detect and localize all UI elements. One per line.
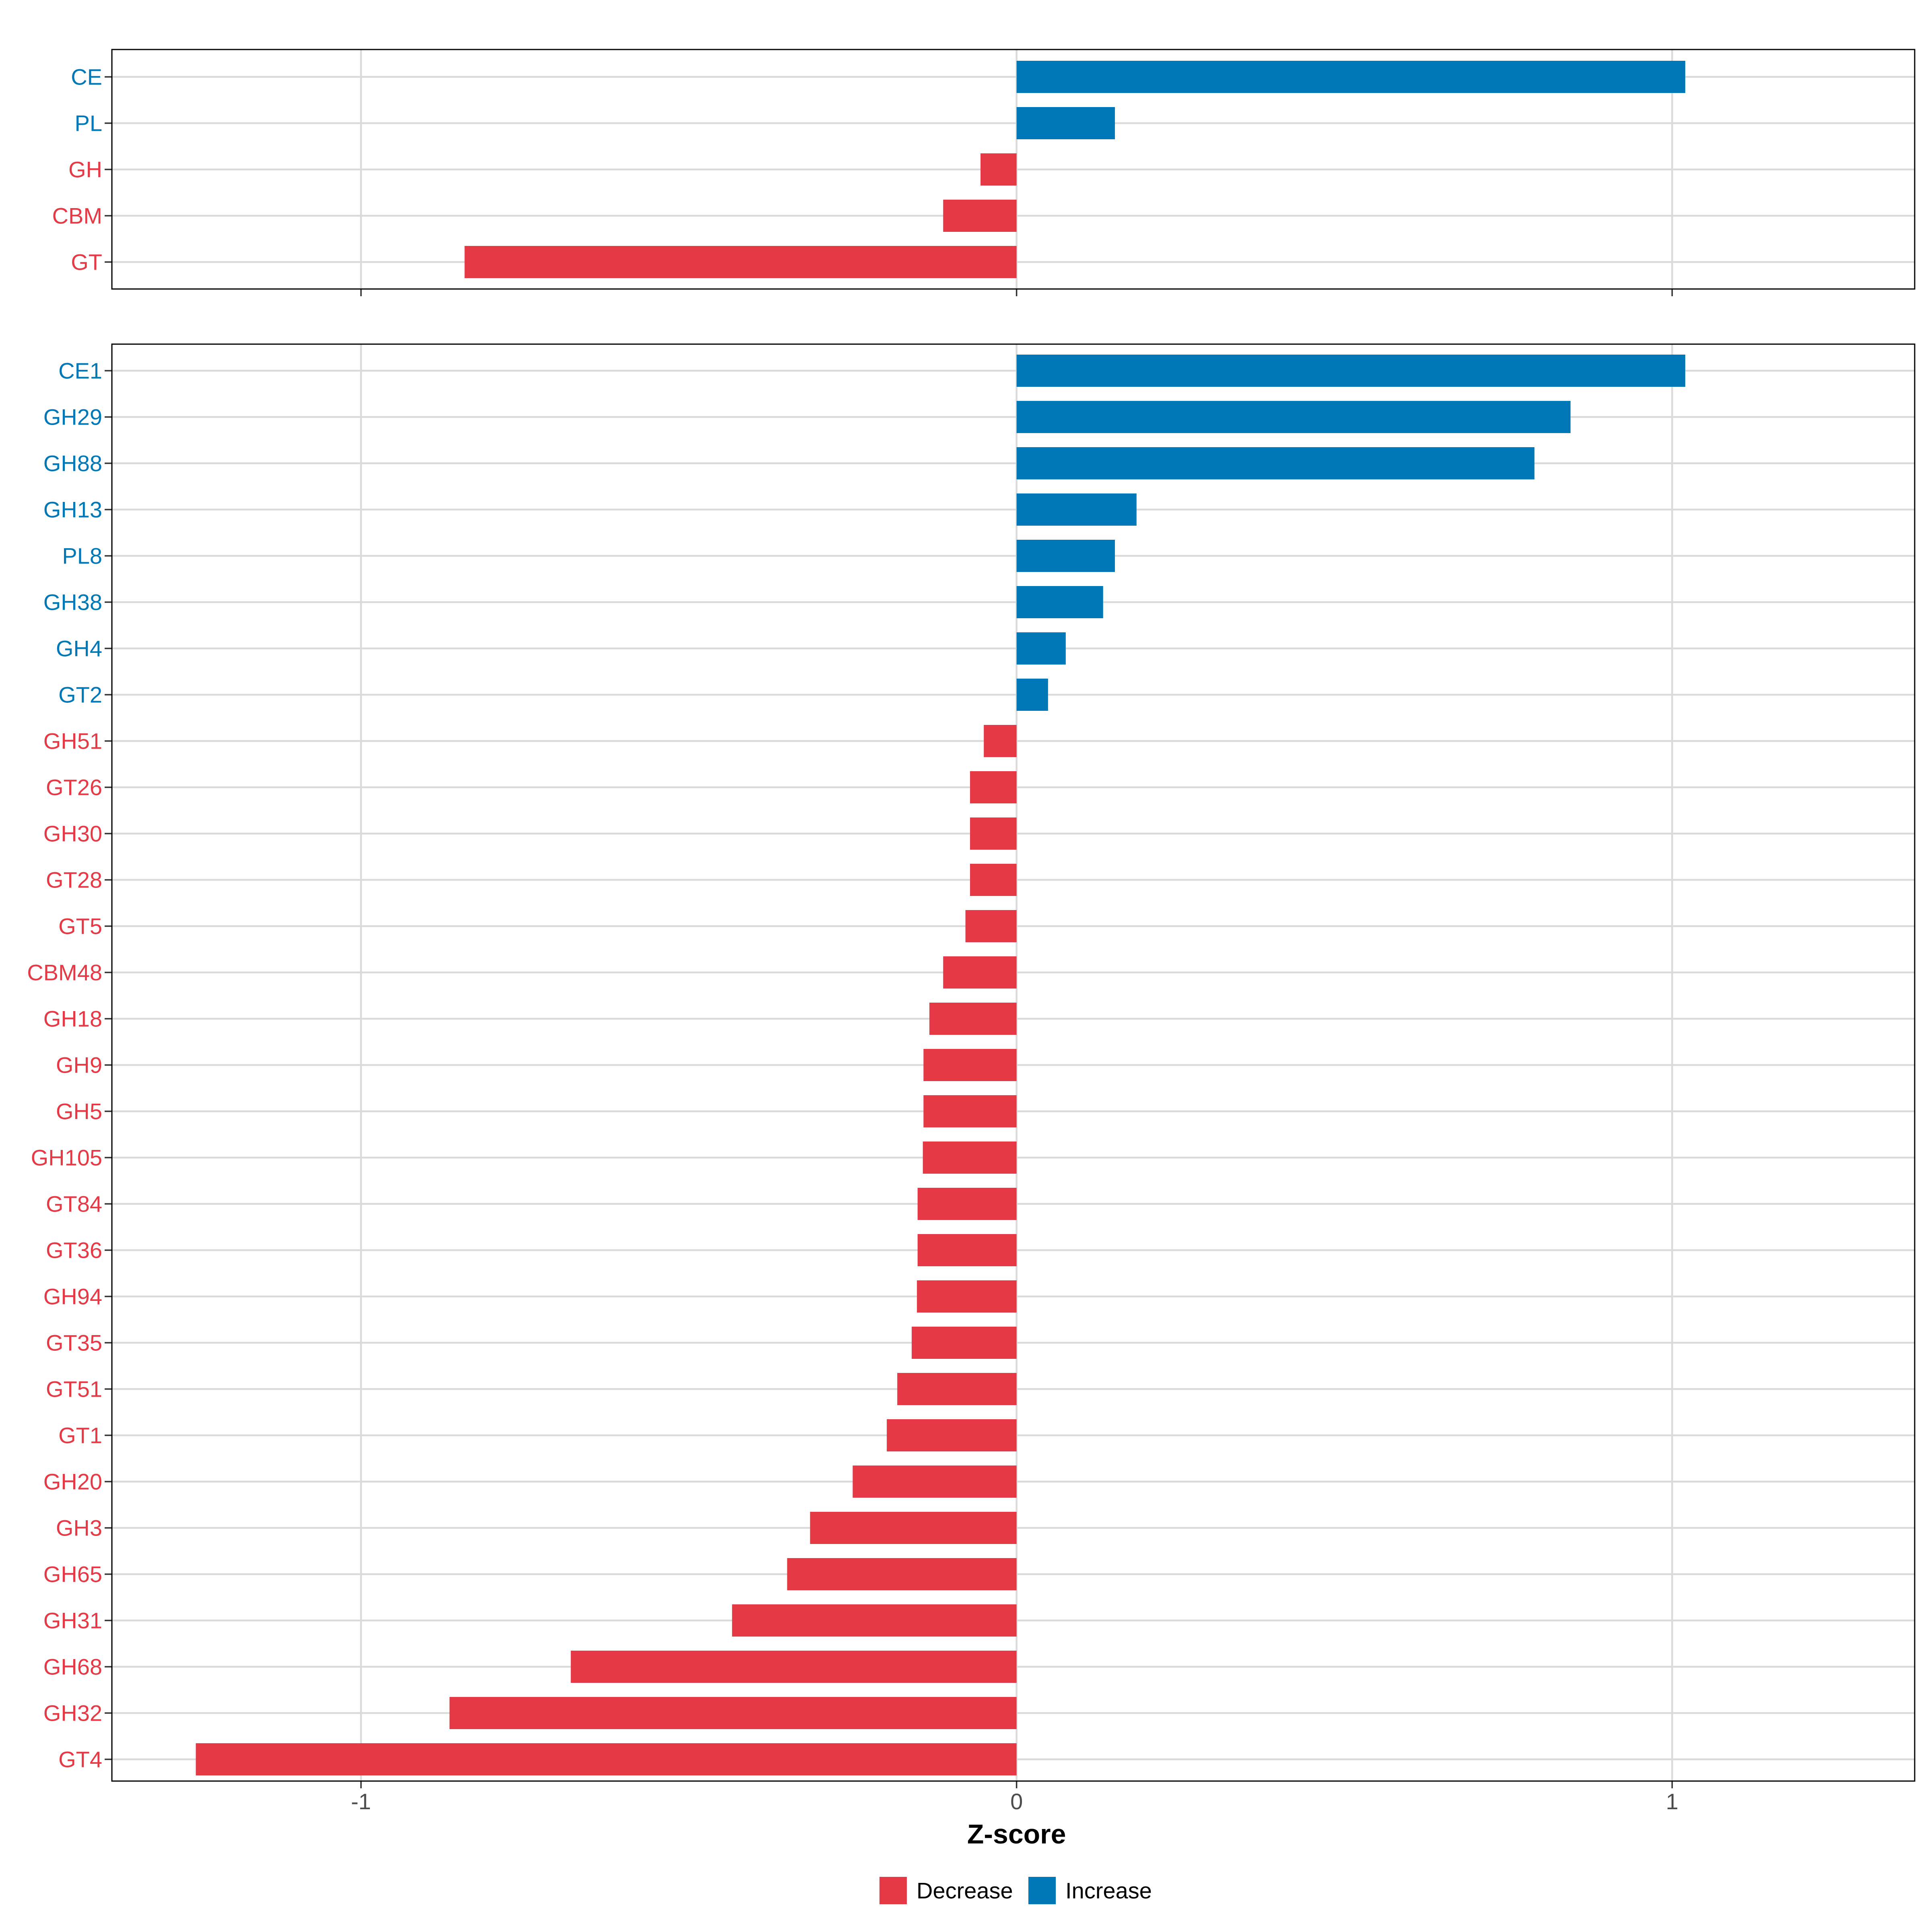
category-label: GH88 (43, 451, 102, 476)
bar-gt51 (897, 1373, 1017, 1405)
x-axis-title: Z-score (967, 1819, 1066, 1849)
category-label: GH4 (56, 636, 102, 661)
category-label: GH38 (43, 590, 102, 615)
bar-gt28 (970, 864, 1017, 896)
category-label: GH (68, 157, 102, 182)
bar-gh4 (1016, 632, 1066, 665)
category-label: GH31 (43, 1608, 102, 1633)
x-tick-label: 0 (1010, 1789, 1023, 1814)
category-label: PL (75, 111, 103, 136)
panel-border (111, 49, 1915, 290)
category-label: GH105 (31, 1145, 102, 1170)
bar-gh (980, 153, 1017, 186)
category-label: GH29 (43, 405, 102, 430)
category-label: GT1 (58, 1423, 102, 1448)
bar-gh13 (1016, 493, 1137, 526)
bar-gh38 (1016, 586, 1103, 618)
category-label: GH13 (43, 497, 102, 522)
category-label: GT4 (58, 1747, 102, 1772)
bar-gh31 (732, 1604, 1017, 1637)
bar-gh68 (571, 1651, 1017, 1683)
bar-gh9 (923, 1049, 1017, 1081)
category-label: GH68 (43, 1654, 102, 1680)
category-label: GH18 (43, 1006, 102, 1032)
legend-swatch-increase (1028, 1877, 1056, 1904)
legend-label-increase: Increase (1065, 1878, 1152, 1903)
category-label: GT5 (58, 914, 102, 939)
bar-gh51 (984, 725, 1017, 757)
bar-pl8 (1016, 540, 1115, 572)
category-label: CBM48 (27, 960, 102, 985)
bar-gh88 (1016, 447, 1535, 479)
category-label: GH9 (56, 1053, 102, 1078)
category-label: PL8 (62, 543, 102, 569)
category-label: GT2 (58, 682, 102, 708)
bar-ce1 (1016, 355, 1685, 387)
category-label: GH51 (43, 729, 102, 754)
legend-swatch-decrease (879, 1877, 907, 1904)
bar-gt2 (1016, 679, 1048, 711)
category-label: GT26 (46, 775, 102, 800)
legend: Decrease Increase (879, 1877, 1152, 1904)
bar-gt1 (887, 1419, 1017, 1451)
bar-pl (1016, 107, 1115, 139)
bar-gh30 (970, 817, 1017, 850)
category-label: CE (71, 64, 102, 90)
bar-gh105 (923, 1141, 1017, 1174)
category-label: GH5 (56, 1099, 102, 1124)
category-label: CBM (52, 203, 102, 229)
bar-cbm (943, 200, 1017, 232)
category-label: GT36 (46, 1238, 102, 1263)
category-label: GT84 (46, 1191, 102, 1217)
bar-gt5 (965, 910, 1017, 942)
bar-gh3 (810, 1512, 1017, 1544)
bar-ce (1016, 61, 1685, 93)
bar-gh29 (1016, 401, 1571, 433)
category-label: GH32 (43, 1701, 102, 1726)
category-label: CE1 (58, 358, 102, 384)
bar-gh5 (923, 1095, 1017, 1127)
category-label: GT51 (46, 1377, 102, 1402)
category-label: GH30 (43, 821, 102, 846)
class-panel: CE PL GH CBM GT (52, 49, 1915, 296)
category-label: GT28 (46, 867, 102, 893)
category-label: GT35 (46, 1330, 102, 1356)
bar-gt35 (912, 1327, 1017, 1359)
legend-label-decrease: Decrease (916, 1878, 1013, 1903)
category-label: GH65 (43, 1562, 102, 1587)
bar-gh94 (917, 1280, 1017, 1313)
bar-gh18 (929, 1003, 1017, 1035)
bar-gh65 (787, 1558, 1017, 1590)
category-label: GH94 (43, 1284, 102, 1309)
bar-gt26 (970, 771, 1017, 803)
category-label: GH20 (43, 1469, 102, 1494)
bar-cbm48 (943, 956, 1017, 989)
x-tick-label: -1 (351, 1789, 371, 1814)
bar-gt4 (196, 1743, 1017, 1775)
bar-gt (464, 246, 1017, 278)
family-panel: CE1 GH29 GH88 GH13 PL8 GH38 GH4 GT2 GH51 GT26 GH30… (27, 343, 1915, 1788)
bar-gh20 (852, 1466, 1017, 1498)
bar-gh32 (449, 1697, 1017, 1729)
panel-border (111, 343, 1915, 1782)
category-label: GT (71, 250, 102, 275)
x-tick-label: 1 (1666, 1789, 1678, 1814)
bar-gt36 (917, 1234, 1017, 1266)
category-label: GH3 (56, 1515, 102, 1541)
bar-gt84 (917, 1188, 1017, 1220)
